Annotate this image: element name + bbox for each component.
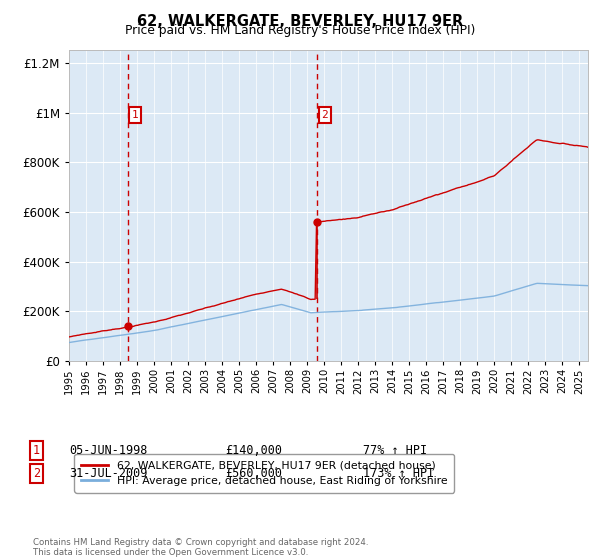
Text: 173% ↑ HPI: 173% ↑ HPI [363, 466, 434, 480]
Bar [128, 50, 317, 361]
Text: Price paid vs. HM Land Registry's House Price Index (HPI): Price paid vs. HM Land Registry's House … [125, 24, 475, 37]
Text: 31-JUL-2009: 31-JUL-2009 [69, 466, 148, 480]
Text: 05-JUN-1998: 05-JUN-1998 [69, 444, 148, 458]
Text: £140,000: £140,000 [225, 444, 282, 458]
Text: 77% ↑ HPI: 77% ↑ HPI [363, 444, 427, 458]
Text: Contains HM Land Registry data © Crown copyright and database right 2024.
This d: Contains HM Land Registry data © Crown c… [33, 538, 368, 557]
Legend: 62, WALKERGATE, BEVERLEY, HU17 9ER (detached house), HPI: Average price, detache: 62, WALKERGATE, BEVERLEY, HU17 9ER (deta… [74, 454, 454, 493]
Text: 2: 2 [322, 110, 328, 120]
Text: 1: 1 [132, 110, 139, 120]
Text: £560,000: £560,000 [225, 466, 282, 480]
Text: 1: 1 [33, 444, 40, 458]
Text: 2: 2 [33, 466, 40, 480]
Text: 62, WALKERGATE, BEVERLEY, HU17 9ER: 62, WALKERGATE, BEVERLEY, HU17 9ER [137, 14, 463, 29]
